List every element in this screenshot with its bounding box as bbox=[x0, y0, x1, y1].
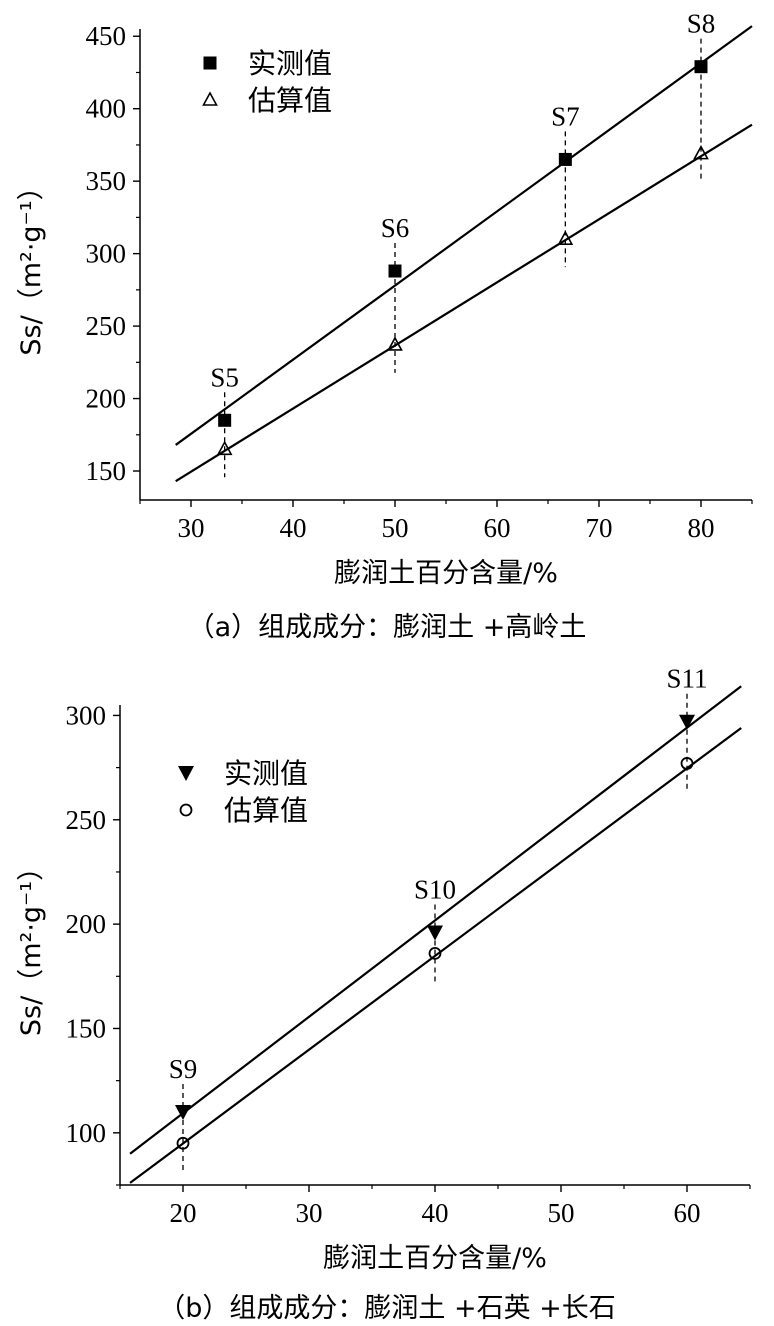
chart-a-caption: （a）组成成分：膨润土 +高岭土 bbox=[187, 612, 587, 643]
sample-label: S11 bbox=[666, 664, 707, 694]
sample-label: S8 bbox=[687, 9, 716, 39]
y-tick-label: 400 bbox=[86, 94, 127, 124]
chart-a: 150 200 250 300 350 400 450 30 40 50 60 70 80 膨润土百分含量… bbox=[16, 9, 753, 589]
legend-marker bbox=[178, 766, 194, 781]
x-tick-label: 40 bbox=[280, 513, 307, 543]
x-tick-label: 20 bbox=[170, 1198, 197, 1228]
chart-panel-b: 100 150 200 250 300 20 30 40 50 60 膨润土百分含量/% Ss/（m²… bbox=[0, 660, 774, 1326]
y-tick-label: 200 bbox=[66, 909, 107, 939]
x-tick-label: 70 bbox=[586, 513, 613, 543]
data-point bbox=[558, 152, 572, 166]
x-tick-label: 80 bbox=[688, 513, 715, 543]
y-tick-label: 250 bbox=[86, 311, 127, 341]
x-axis-title: 膨润土百分含量/% bbox=[323, 1243, 547, 1274]
data-point bbox=[216, 440, 233, 456]
legend-marker bbox=[203, 56, 217, 70]
sample-label: S10 bbox=[414, 874, 456, 904]
y-tick-label: 300 bbox=[66, 700, 107, 730]
x-tick-label: 60 bbox=[674, 1198, 701, 1228]
legend-label: 估算值 bbox=[248, 84, 332, 117]
y-tick-label: 150 bbox=[86, 456, 127, 486]
y-tick-label: 450 bbox=[86, 21, 127, 51]
chart-b: 100 150 200 250 300 20 30 40 50 60 膨润土百分含量/% Ss/（m²… bbox=[16, 664, 751, 1274]
sample-label: S6 bbox=[381, 213, 410, 243]
x-tick-label: 30 bbox=[296, 1198, 323, 1228]
legend-marker bbox=[202, 91, 218, 106]
data-point bbox=[693, 144, 709, 160]
fit-line bbox=[129, 727, 742, 1184]
data-point bbox=[680, 757, 694, 770]
x-tick-label: 60 bbox=[484, 513, 511, 543]
data-point bbox=[176, 1136, 190, 1150]
sample-label: S5 bbox=[210, 362, 239, 392]
x-tick-label: 30 bbox=[178, 513, 205, 543]
y-tick-label: 350 bbox=[86, 166, 127, 196]
legend-label: 实测值 bbox=[224, 757, 308, 790]
chart-b-caption: （b）组成成分：膨润土 +石英 +长石 bbox=[158, 1293, 616, 1324]
data-point bbox=[557, 230, 574, 245]
x-tick-label: 50 bbox=[382, 513, 409, 543]
data-point bbox=[679, 714, 695, 730]
fit-line bbox=[129, 685, 742, 1155]
sample-label: S7 bbox=[551, 101, 580, 131]
data-point bbox=[387, 336, 403, 351]
y-tick-label: 150 bbox=[66, 1013, 107, 1043]
sample-label: S9 bbox=[169, 1054, 198, 1084]
y-tick-label: 300 bbox=[86, 239, 127, 269]
x-tick-label: 40 bbox=[422, 1198, 449, 1228]
y-axis-title: Ss/（m²·g⁻¹） bbox=[16, 173, 47, 355]
y-tick-label: 200 bbox=[86, 384, 127, 414]
legend-marker bbox=[179, 803, 193, 817]
data-point bbox=[427, 925, 443, 941]
fit-line bbox=[175, 25, 753, 446]
fit-line bbox=[175, 123, 753, 483]
data-point bbox=[388, 264, 402, 278]
data-point bbox=[218, 413, 232, 427]
data-point bbox=[175, 1104, 191, 1120]
legend-label: 估算值 bbox=[224, 794, 308, 827]
data-point bbox=[694, 60, 708, 74]
x-tick-label: 50 bbox=[548, 1198, 575, 1228]
legend-label: 实测值 bbox=[248, 47, 332, 80]
x-axis-title: 膨润土百分含量/% bbox=[334, 558, 558, 589]
y-axis-title: Ss/（m²·g⁻¹） bbox=[16, 854, 47, 1036]
data-point bbox=[428, 946, 442, 960]
y-tick-label: 250 bbox=[66, 805, 107, 835]
y-tick-label: 100 bbox=[66, 1118, 107, 1148]
chart-panel-a: 150 200 250 300 350 400 450 30 40 50 60 70 80 膨润土百分含量… bbox=[0, 0, 774, 660]
